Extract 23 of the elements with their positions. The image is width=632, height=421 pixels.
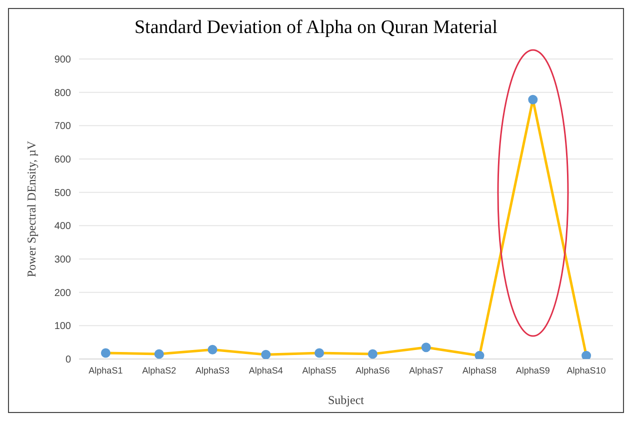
y-tick-label: 100 <box>54 321 72 332</box>
x-tick-label: AlphaS7 <box>409 365 444 376</box>
x-axis-title: Subject <box>328 393 365 407</box>
y-axis-title: Power Spectral DEnsity, µV <box>24 140 38 278</box>
chart-title: Standard Deviation of Alpha on Quran Material <box>133 17 498 39</box>
x-tick-label: AlphaS6 <box>356 365 390 376</box>
y-tick-label: 600 <box>54 154 72 166</box>
y-tick-label: 200 <box>54 288 72 299</box>
x-tick-label: AlphaS5 <box>302 365 336 376</box>
x-tick-label: AlphaS8 <box>462 365 497 376</box>
y-tick-label: 500 <box>54 188 72 199</box>
y-tick-label: 900 <box>54 54 72 66</box>
y-tick-label: 400 <box>54 221 72 232</box>
x-tick-label: AlphaS10 <box>566 365 606 376</box>
y-tick-label: 300 <box>54 254 72 266</box>
x-tick-label: AlphaS2 <box>142 365 176 376</box>
x-tick-label: AlphaS9 <box>516 365 550 376</box>
x-tick-label: AlphaS4 <box>248 365 283 376</box>
x-tick-label: AlphaS1 <box>88 365 123 376</box>
y-tick-label: 0 <box>65 354 72 366</box>
y-tick-label: 700 <box>54 121 72 132</box>
x-tick-label: AlphaS3 <box>195 365 230 376</box>
y-tick-label: 800 <box>54 88 72 99</box>
